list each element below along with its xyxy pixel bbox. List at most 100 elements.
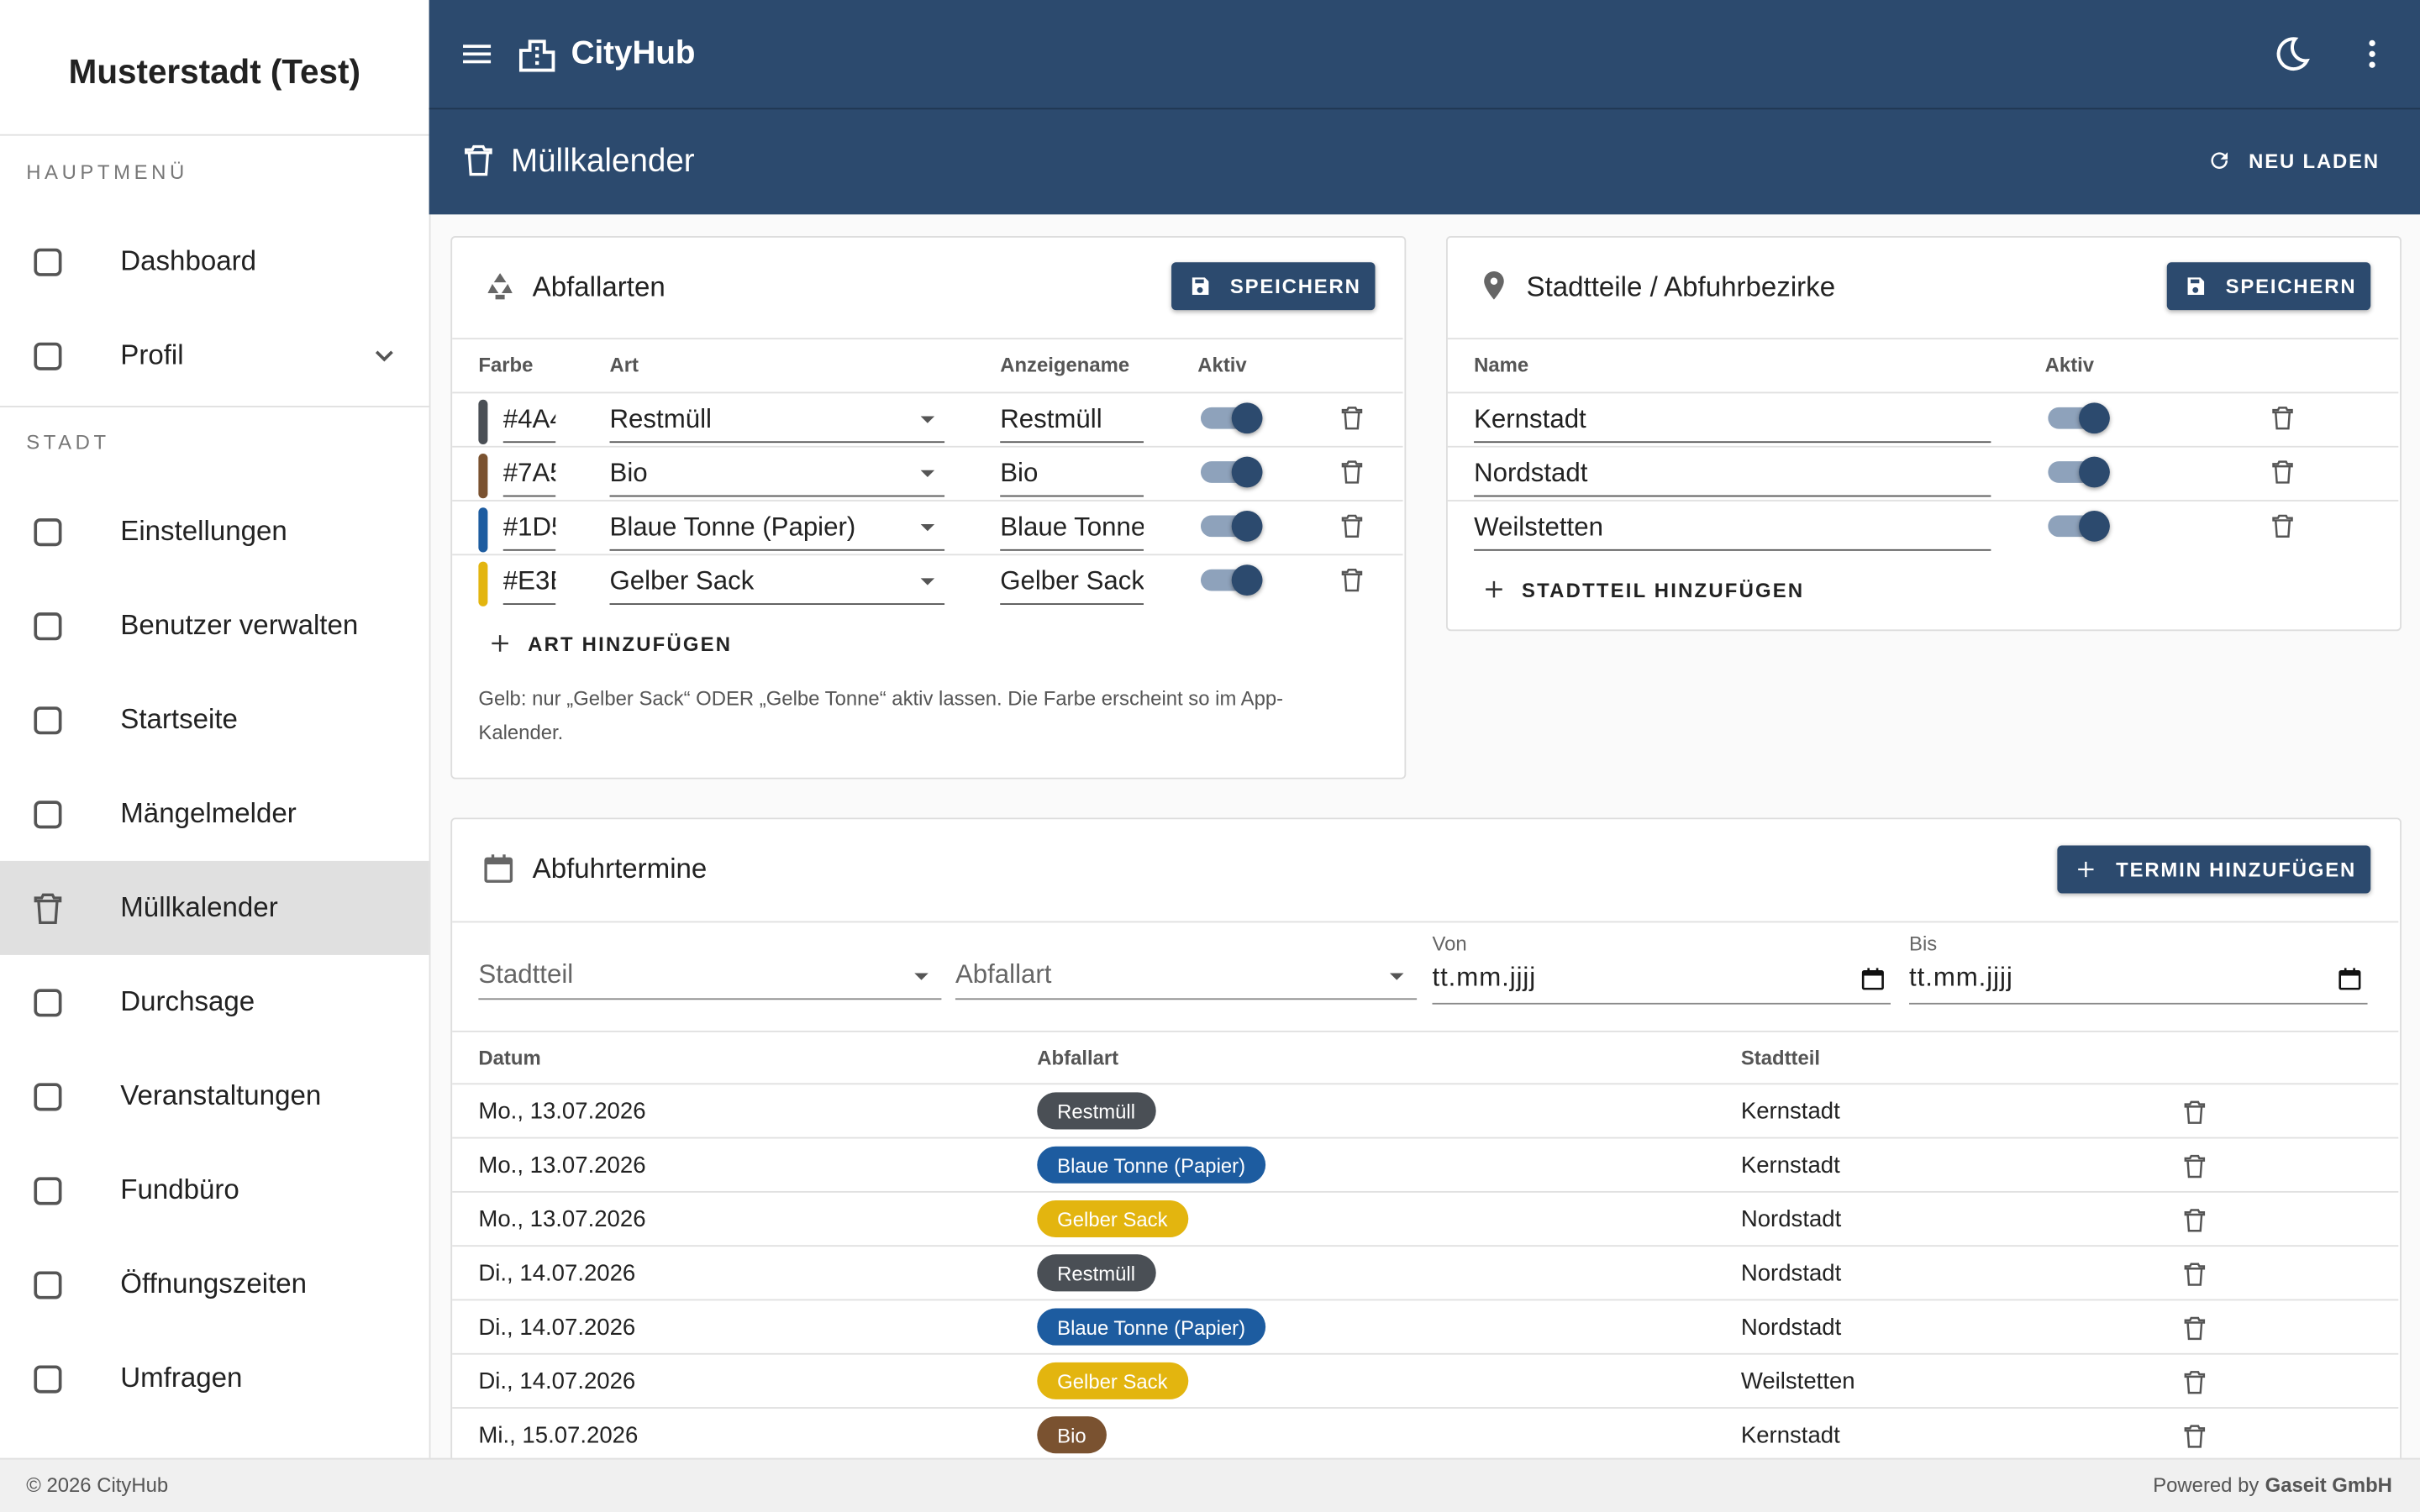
color-swatch [478, 454, 488, 499]
color-input[interactable]: #1D5 [502, 512, 556, 551]
column-header: Art [609, 353, 639, 377]
note: Gelb: nur „Gelber Sack“ ODER „Gelbe Tonn… [478, 686, 1284, 743]
filter-select[interactable]: Stadtteil [478, 959, 942, 1000]
delete-button[interactable] [2181, 1261, 2208, 1289]
column-header: Name [1474, 353, 1529, 377]
add-icon[interactable] [487, 631, 512, 655]
date-label: Bis [1909, 932, 1938, 955]
powered-text: Powered by [2153, 1473, 2260, 1497]
add-link[interactable]: STADTTEIL HINZUFÜGEN [1522, 577, 1805, 601]
nav-icon [34, 518, 62, 547]
select-caret [920, 578, 935, 585]
card-title: Abfuhrtermine [532, 852, 708, 884]
add-icon[interactable] [1481, 577, 1506, 601]
delete-button[interactable] [2269, 459, 2296, 486]
divider [1447, 445, 2399, 448]
card [1446, 236, 2402, 632]
powered-by: Powered by Gaseit GmbH [2153, 1458, 2392, 1512]
divider [452, 1030, 2399, 1032]
type-badge: Blaue Tonne (Papier) [1037, 1146, 1265, 1184]
nav-icon [34, 706, 62, 735]
add-link[interactable]: ART HINZUFÜGEN [528, 632, 733, 655]
column-header: Farbe [478, 353, 534, 377]
filter-select[interactable]: Abfallart [955, 959, 1418, 1000]
color-input[interactable]: #E3B [502, 566, 556, 606]
toggle-knob [1231, 402, 1263, 434]
delete-button[interactable] [2269, 512, 2296, 540]
more-menu[interactable] [2354, 35, 2391, 72]
page-icon [465, 144, 492, 176]
nav-item[interactable] [0, 860, 429, 955]
district-cell: Kernstadt [1740, 1097, 1840, 1125]
name-input[interactable]: Weilstetten [1474, 512, 1991, 551]
delete-button[interactable] [2269, 404, 2296, 432]
divider [452, 500, 1403, 501]
theme-toggle[interactable] [2272, 34, 2312, 74]
button[interactable] [2057, 845, 2371, 894]
nav-label: Benutzer verwalten [120, 609, 359, 641]
delete-button[interactable] [1338, 459, 1365, 486]
color-input[interactable]: #7A5 [502, 459, 556, 497]
card [450, 817, 2402, 1484]
date-input[interactable]: tt.mm.jjjj [1432, 963, 1891, 1005]
toggle-knob [2079, 402, 2110, 434]
menu-button[interactable] [459, 35, 496, 72]
divider [452, 1407, 2399, 1409]
divider [452, 338, 1403, 340]
delete-button[interactable] [2181, 1368, 2208, 1396]
column-header: Abfallart [1037, 1046, 1119, 1069]
nav-label: Profil [120, 339, 184, 370]
type-select[interactable]: Gelber Sack [609, 566, 945, 606]
display-input[interactable]: Gelber Sack [1000, 566, 1144, 606]
nav-icon [34, 248, 62, 276]
delete-button[interactable] [1338, 404, 1365, 432]
card-title: Stadtteile / Abfuhrbezirke [1526, 270, 1836, 302]
reload-icon [2211, 152, 2228, 169]
type-select[interactable]: Restmüll [609, 404, 945, 444]
delete-button[interactable] [1338, 512, 1365, 540]
page-header [429, 109, 2420, 215]
delete-button[interactable] [2181, 1206, 2208, 1234]
divider [452, 1245, 2399, 1247]
reload-label: NEU LADEN [2249, 149, 2380, 172]
delete-button[interactable] [2181, 1152, 2208, 1180]
type-badge: Bio [1037, 1416, 1107, 1454]
color-input[interactable]: #4A4 [502, 404, 556, 444]
button-label: TERMIN HINZUFÜGEN [2116, 858, 2357, 881]
card-icon [1484, 270, 1504, 300]
toggle-knob [1231, 510, 1263, 542]
nav-label: Durchsage [120, 985, 255, 1017]
date-cell: Mo., 13.07.2026 [478, 1152, 646, 1179]
delete-button[interactable] [2181, 1099, 2208, 1126]
divider [1447, 500, 2399, 501]
name-input[interactable]: Kernstadt [1474, 404, 1991, 444]
name-input[interactable]: Nordstadt [1474, 459, 1991, 497]
delete-button[interactable] [2181, 1422, 2208, 1450]
nav-label: Fundbüro [120, 1173, 239, 1205]
copyright: © 2026 CityHub [26, 1473, 169, 1497]
brand-icon [518, 39, 555, 72]
toggle-knob [1231, 456, 1263, 488]
sidebar-title: Musterstadt (Test) [68, 52, 360, 92]
type-select[interactable]: Bio [609, 459, 945, 497]
type-badge: Gelber Sack [1037, 1200, 1188, 1238]
nav-label: Umfragen [120, 1362, 243, 1394]
footer [0, 1457, 2420, 1512]
color-swatch [478, 399, 488, 444]
button-label: SPEICHERN [1229, 274, 1361, 298]
button-label: SPEICHERN [2225, 274, 2357, 298]
delete-button[interactable] [1338, 566, 1365, 594]
date-input[interactable]: tt.mm.jjjj [1909, 963, 2368, 1005]
select-caret [920, 470, 935, 478]
page-title: Müllkalender [510, 143, 695, 180]
display-input[interactable]: Bio [1000, 459, 1144, 497]
nav-label: Veranstaltungen [120, 1079, 322, 1111]
brand: CityHub [571, 35, 696, 71]
display-input[interactable]: Blaue Tonne [1000, 512, 1144, 551]
type-select[interactable]: Blaue Tonne (Papier) [609, 512, 945, 551]
display-input[interactable]: Restmüll [1000, 404, 1144, 444]
type-badge: Gelber Sack [1037, 1362, 1188, 1399]
district-cell: Kernstadt [1740, 1421, 1840, 1448]
delete-button[interactable] [2181, 1315, 2208, 1342]
